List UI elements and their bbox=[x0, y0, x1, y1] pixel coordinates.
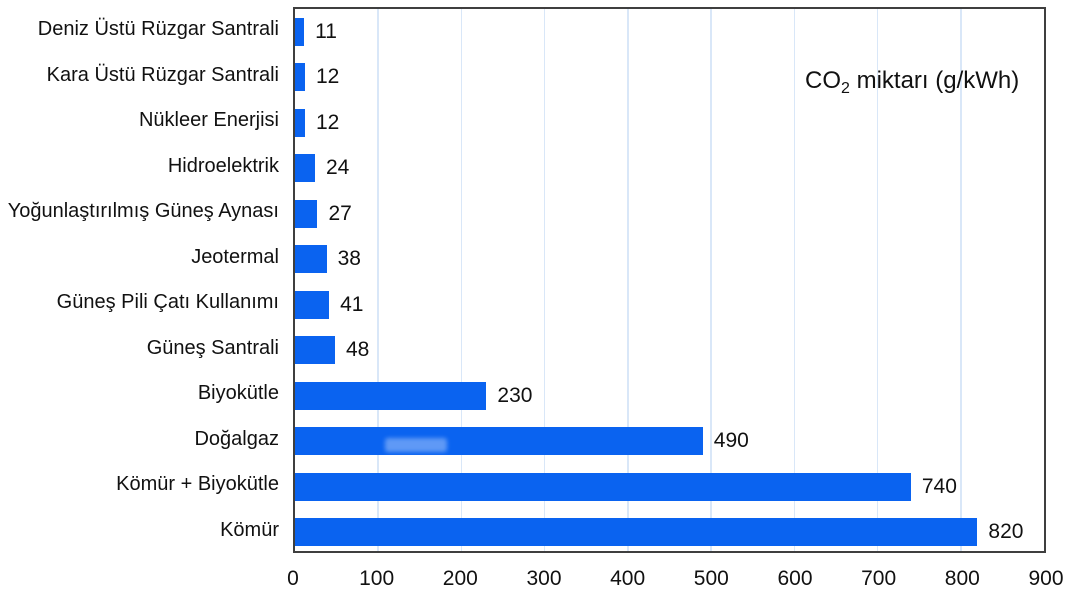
category-axis-labels: Deniz Üstü Rüzgar Santrali Kara Üstü Rüzg… bbox=[0, 7, 279, 553]
watermark bbox=[385, 438, 447, 452]
plot-area: 11 12 12 24 27 38 41 48 230 490 740 820 CO2 miktarı… bbox=[293, 7, 1046, 553]
x-tick-label: 300 bbox=[526, 567, 562, 590]
x-tick-label: 900 bbox=[1028, 567, 1064, 590]
x-tick-label: 400 bbox=[610, 567, 646, 590]
gridline bbox=[793, 9, 796, 551]
category-label: Güneş Santrali bbox=[146, 336, 279, 359]
bar-value-label: 490 bbox=[713, 429, 749, 453]
category-label: Nükleer Enerjisi bbox=[138, 109, 279, 131]
x-tick-label: 700 bbox=[861, 567, 897, 590]
bar bbox=[295, 108, 305, 137]
bar-value-label: 820 bbox=[988, 520, 1024, 544]
chart-title-prefix: CO bbox=[805, 67, 841, 94]
x-tick-label: 100 bbox=[359, 567, 395, 590]
category-label: Jeotermal bbox=[191, 245, 279, 268]
bar-value-label: 11 bbox=[315, 19, 337, 43]
x-axis-tick-labels: 0 100 200 300 400 500 600 700 800 900 bbox=[287, 553, 1063, 597]
bar-value-label: 41 bbox=[340, 292, 364, 316]
chart-title: CO2 miktarı (g/kWh) bbox=[805, 67, 1020, 97]
category-label: Hidroelektrik bbox=[167, 154, 279, 177]
category-label: Doğalgaz bbox=[194, 427, 279, 450]
bar-value-label: 12 bbox=[315, 65, 340, 89]
x-tick-label: 500 bbox=[693, 567, 729, 590]
bar bbox=[295, 427, 703, 456]
gridline bbox=[377, 9, 379, 551]
category-label: Yoğunlaştırılmış Güneş Aynası bbox=[7, 200, 279, 222]
bar bbox=[295, 381, 487, 410]
category-label: Güneş Pili Çatı Kullanımı bbox=[56, 291, 279, 313]
category-label: Deniz Üstü Rüzgar Santrali bbox=[37, 18, 279, 40]
bar-value-label: 38 bbox=[337, 247, 361, 271]
gridline bbox=[627, 9, 629, 551]
bar-value-label: 24 bbox=[325, 156, 350, 180]
bar-value-label: 740 bbox=[921, 474, 957, 498]
gridline bbox=[876, 9, 879, 551]
gridline bbox=[960, 9, 962, 551]
bar bbox=[295, 245, 327, 274]
category-label: Biyokütle bbox=[197, 382, 279, 404]
bar bbox=[295, 199, 318, 228]
x-tick-label: 200 bbox=[442, 567, 478, 590]
bar-value-label: 230 bbox=[497, 383, 533, 407]
bar bbox=[295, 17, 305, 46]
gridline bbox=[710, 9, 712, 551]
x-tick-label: 600 bbox=[777, 567, 813, 590]
category-label: Kömür bbox=[220, 518, 279, 541]
chart-title-subscript: 2 bbox=[841, 80, 850, 97]
bar-value-label: 12 bbox=[315, 110, 340, 134]
bar bbox=[295, 154, 315, 183]
bar bbox=[295, 290, 330, 319]
gridline bbox=[460, 9, 463, 551]
bar bbox=[295, 472, 911, 501]
x-tick-label: 0 bbox=[287, 567, 299, 590]
bar bbox=[295, 518, 978, 547]
x-tick-label: 800 bbox=[944, 567, 980, 590]
bar-value-label: 48 bbox=[345, 338, 370, 362]
bar bbox=[295, 336, 335, 365]
gridline bbox=[543, 9, 546, 551]
category-label: Kömür + Biyokütle bbox=[116, 473, 279, 495]
bar-value-label: 27 bbox=[328, 201, 352, 225]
bar bbox=[295, 63, 305, 92]
category-label: Kara Üstü Rüzgar Santrali bbox=[46, 63, 279, 86]
chart-title-suffix: miktarı (g/kWh) bbox=[849, 67, 1020, 94]
